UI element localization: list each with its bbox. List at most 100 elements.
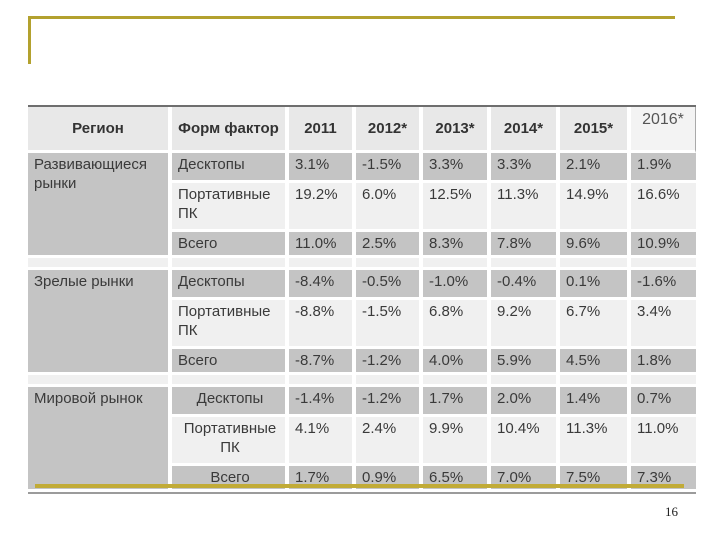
value-cell: 0.7% [631,387,696,417]
top-accent-line [28,16,675,19]
value-cell: 6.7% [560,300,631,349]
column-header: 2014* [491,107,560,153]
value-cell: 4.1% [289,417,356,466]
form-factor-cell: Всего [172,232,289,258]
market-growth-table: Регион Форм фактор 2011 2012* 2013* 2014* 2015… [28,107,696,492]
spacer-cell [28,258,172,270]
value-cell: 11.3% [560,417,631,466]
value-cell: 9.9% [423,417,491,466]
spacer-cell [172,375,289,387]
page-number: 16 [665,504,678,519]
column-header: Форм фактор [172,107,289,153]
region-group: Зрелые рынки Десктопы -8.4% -0.5% -1.0% -0.4%… [28,270,696,375]
form-factor-cell: Десктопы [172,153,289,183]
value-cell: 0.1% [560,270,631,300]
spacer-cell [491,375,560,387]
value-cell: 7.5% [560,466,631,492]
value-cell: 7.0% [491,466,560,492]
table-row: Мировой рынок Десктопы -1.4% -1.2% 1.7% 2.0% 1… [28,387,696,492]
value-cell: -1.0% [423,270,491,300]
form-factor-cell: Всего [172,349,289,375]
spacer-cell [631,375,696,387]
spacer-cell [560,258,631,270]
value-cell: 1.7% [423,387,491,417]
column-header: 2011 [289,107,356,153]
region-group: Мировой рынок Десктопы -1.4% -1.2% 1.7% 2.0% 1… [28,387,696,492]
region-cell: Развивающиеся рынки [28,153,172,258]
spacer-cell [491,258,560,270]
table-row: Портативные ПК 4.1% 2.4% 9.9% 10.4% 11.3% 11.0… [28,417,696,466]
value-cell: -1.5% [356,300,423,349]
table-row: Всего 11.0% 2.5% 8.3% 7.8% 9.6% 10.9% [28,232,696,258]
spacer-cell [289,375,356,387]
spacer-cell [289,258,356,270]
region-group: Развивающиеся рынки Десктопы 3.1% -1.5% 3.3%… [28,153,696,258]
value-cell: -1.2% [356,387,423,417]
table-row: Зрелые рынки Десктопы -8.4% -0.5% -1.0% -0.4%… [28,270,696,375]
value-cell: 1.8% [631,349,696,375]
value-cell: -1.4% [289,387,356,417]
column-header: Регион [28,107,172,153]
form-factor-cell: Десктопы [172,270,289,300]
spacer-cell [356,375,423,387]
value-cell: 3.3% [491,153,560,183]
value-cell: 4.0% [423,349,491,375]
value-cell: 2.4% [356,417,423,466]
value-cell: 3.3% [423,153,491,183]
spacer-cell [423,375,491,387]
value-cell: 9.2% [491,300,560,349]
value-cell: -8.8% [289,300,356,349]
value-cell: 10.4% [491,417,560,466]
value-cell: 3.4% [631,300,696,349]
spacer-cell [423,258,491,270]
value-cell: -1.6% [631,270,696,300]
spacer-cell [356,258,423,270]
spacer-cell [28,375,172,387]
value-cell: 10.9% [631,232,696,258]
value-cell: -8.4% [289,270,356,300]
column-header: 2016* [631,107,696,153]
value-cell: 12.5% [423,183,491,232]
column-header: 2012* [356,107,423,153]
value-cell: 2.1% [560,153,631,183]
value-cell: 1.4% [560,387,631,417]
form-factor-cell: Портативные ПК [172,183,289,232]
region-cell: Мировой рынок [28,387,172,492]
value-cell: 11.0% [631,417,696,466]
value-cell: 1.9% [631,153,696,183]
spacer-row [28,375,696,387]
spacer-cell [631,258,696,270]
value-cell: 2.0% [491,387,560,417]
table-row: Портативные ПК 19.2% 6.0% 12.5% 11.3% 14.9% 16… [28,183,696,232]
value-cell: 3.1% [289,153,356,183]
value-cell: -1.5% [356,153,423,183]
value-cell: 6.8% [423,300,491,349]
value-cell: 4.5% [560,349,631,375]
value-cell: 6.5% [423,466,491,492]
market-growth-table-wrap: Регион Форм фактор 2011 2012* 2013* 2014* 2015… [28,105,696,494]
value-cell: -1.2% [356,349,423,375]
value-cell: 7.3% [631,466,696,492]
value-cell: 0.9% [356,466,423,492]
column-header: 2013* [423,107,491,153]
value-cell: 1.7% [289,466,356,492]
form-factor-cell: Портативные ПК [172,417,289,466]
region-cell: Зрелые рынки [28,270,172,375]
value-cell: -0.5% [356,270,423,300]
form-factor-cell: Портативные ПК [172,300,289,349]
value-cell: 9.6% [560,232,631,258]
value-cell: 11.0% [289,232,356,258]
column-header: 2015* [560,107,631,153]
left-accent-line [28,16,31,64]
value-cell: 8.3% [423,232,491,258]
spacer-row [28,258,696,270]
value-cell: -8.7% [289,349,356,375]
table-row: Развивающиеся рынки Десктопы 3.1% -1.5% 3.3%… [28,153,696,258]
form-factor-cell: Десктопы [172,387,289,417]
table-row: Портативные ПК -8.8% -1.5% 6.8% 9.2% 6.7% 3.4% [28,300,696,349]
value-cell: 5.9% [491,349,560,375]
table-header: Регион Форм фактор 2011 2012* 2013* 2014* 2015… [28,107,696,153]
value-cell: -0.4% [491,270,560,300]
table-row: Всего -8.7% -1.2% 4.0% 5.9% 4.5% 1.8% [28,349,696,375]
